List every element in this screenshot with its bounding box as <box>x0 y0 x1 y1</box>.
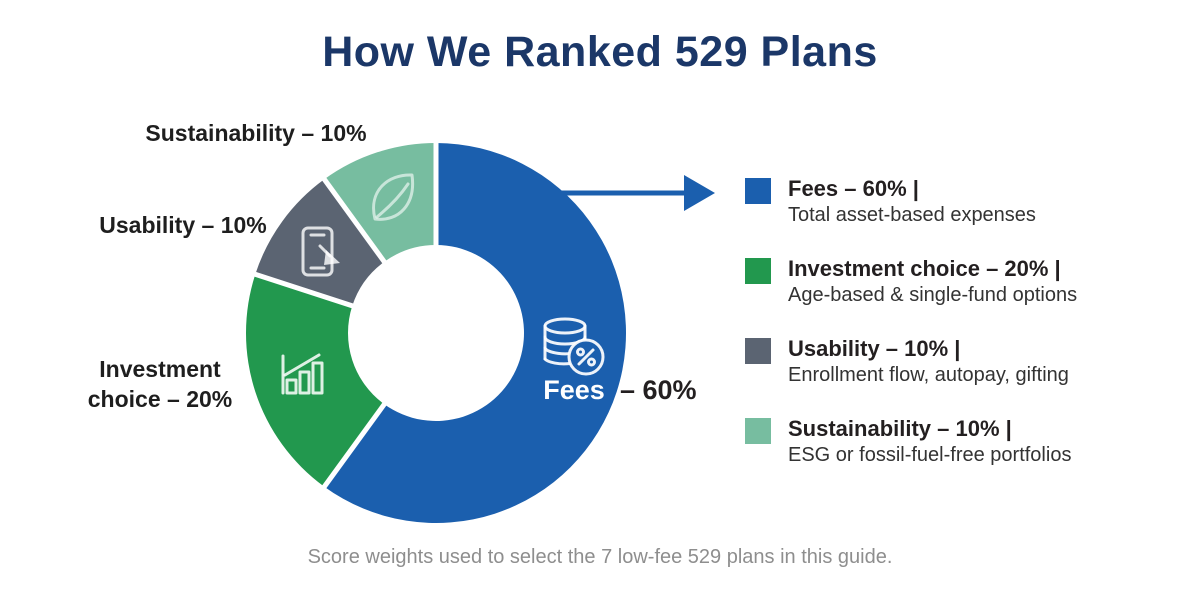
donut-value-fees: – 60% <box>620 375 697 405</box>
donut-segment-fees <box>324 143 627 523</box>
legend-label-fees: Fees – 60% | <box>788 176 919 201</box>
legend-label-sustainability: Sustainability – 10% | <box>788 416 1012 441</box>
arrow-to-fees-legend <box>561 175 715 211</box>
slice-label-sustainability: Sustainability – 10% <box>145 120 367 146</box>
chart-caption: Score weights used to select the 7 low-f… <box>307 546 893 568</box>
donut-segment-usability <box>255 179 385 306</box>
donut-segment-sustainability <box>324 143 436 262</box>
legend-swatch-investment-choice <box>745 258 771 284</box>
donut-segments <box>246 143 627 523</box>
legend-item-sustainability: Sustainability – 10% | ESG or fossil-fue… <box>745 416 1077 496</box>
legend-label-usability: Usability – 10% | <box>788 336 961 361</box>
coins-percent-icon <box>543 317 605 376</box>
legend-item-usability: Usability – 10% | Enrollment flow, autop… <box>745 336 1077 416</box>
legend-label-investment-choice: Investment choice – 20% | <box>788 256 1061 281</box>
legend-swatch-usability <box>745 338 771 364</box>
legend-swatch-fees <box>745 178 771 204</box>
legend-desc-usability: Enrollment flow, autopay, gifting <box>788 364 1069 386</box>
segment-separator <box>251 270 358 310</box>
legend-desc-investment-choice: Age-based & single-fund options <box>788 284 1078 306</box>
donut-segment-separators <box>251 140 439 491</box>
legend-item-fees: Fees – 60% | Total asset-based expenses <box>745 176 1077 256</box>
legend-desc-fees: Total asset-based expenses <box>788 204 1036 226</box>
page-title: How We Ranked 529 Plans <box>322 28 878 76</box>
donut-inner-label-fees: Fees <box>543 375 605 405</box>
phone-cursor-icon <box>301 226 340 277</box>
legend: Fees – 60% | Total asset-based expenses … <box>745 176 1077 496</box>
slice-label-investment-line2: choice – 20% <box>87 386 233 412</box>
legend-item-investment-choice: Investment choice – 20% | Age-based & si… <box>745 256 1077 336</box>
legend-desc-sustainability: ESG or fossil-fuel-free portfolios <box>788 444 1072 466</box>
legend-swatch-sustainability <box>745 418 771 444</box>
slice-label-investment-choice: Investment choice – 20% <box>60 354 260 414</box>
leaf-icon <box>372 173 415 221</box>
slice-label-usability: Usability – 10% <box>99 212 267 238</box>
segment-separator <box>320 175 390 268</box>
slice-label-investment-line1: Investment <box>99 356 221 382</box>
bar-chart-icon <box>281 353 324 395</box>
donut-segment-investment-choice <box>246 274 385 487</box>
segment-separator <box>320 398 390 491</box>
